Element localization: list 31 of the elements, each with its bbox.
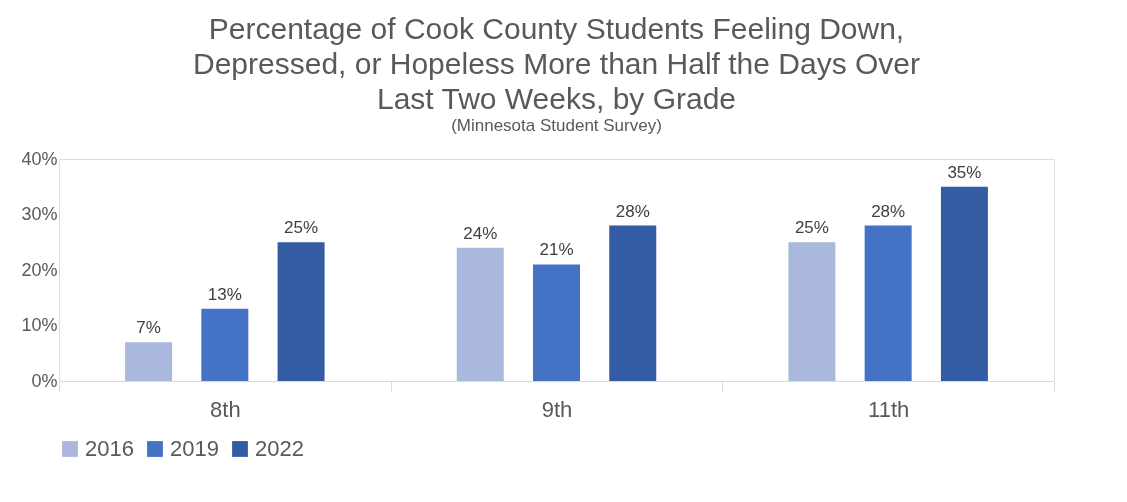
data-label: 28% [615, 201, 650, 221]
y-tick-label: 20% [21, 259, 58, 280]
y-tick-label: 40% [21, 148, 58, 169]
bar [533, 264, 580, 381]
data-label: 25% [284, 218, 319, 238]
bar [940, 186, 988, 381]
x-tick-label: 8th [210, 396, 241, 422]
x-tick-label: 9th [541, 396, 573, 422]
bar [456, 247, 504, 381]
data-label: 35% [947, 162, 982, 182]
bar [277, 242, 325, 381]
bar [201, 308, 249, 381]
legend-label: 2022 [255, 436, 304, 461]
x-tick-label: 11th [868, 396, 910, 422]
y-tick-label: 0% [31, 370, 58, 391]
legend-label: 2019 [170, 436, 219, 461]
chart-title: Percentage of Cook County Students Feeling Down, Depressed, or Hopeless More than Half the Days Over Last Two Weeks, by Grade [193, 12, 920, 115]
data-label: 28% [871, 201, 906, 221]
bar [125, 342, 173, 381]
data-label: 7% [136, 318, 161, 338]
data-label: 25% [794, 218, 829, 238]
data-label: 24% [463, 223, 498, 243]
bar [609, 225, 657, 381]
y-tick-label: 10% [21, 315, 58, 335]
chart-subtitle: (Minnesota Student Survey) [451, 116, 662, 135]
data-label: 21% [539, 240, 574, 260]
bar [864, 225, 912, 381]
y-tick-label: 30% [21, 204, 58, 224]
data-label: 13% [207, 284, 242, 304]
bar [788, 242, 836, 381]
legend-label: 2016 [85, 436, 134, 461]
